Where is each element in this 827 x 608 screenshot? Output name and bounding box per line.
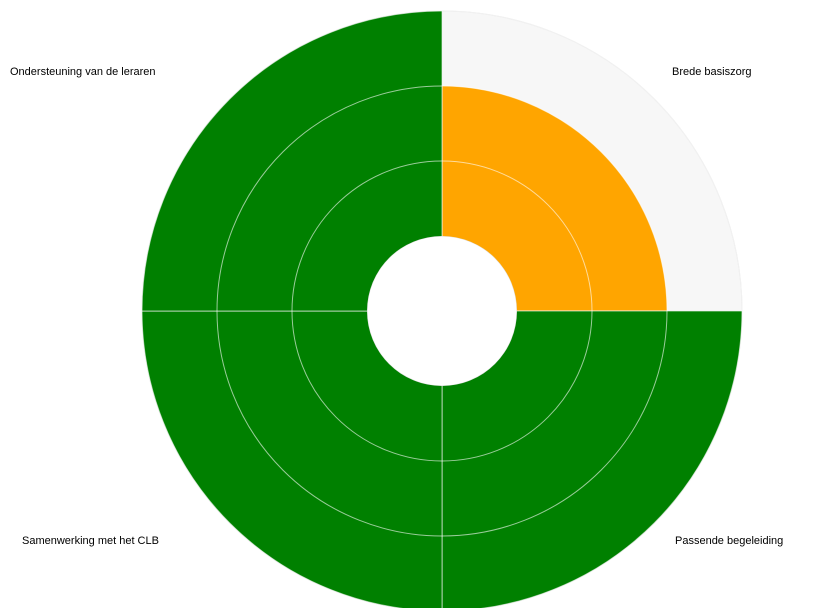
sector xyxy=(142,311,442,608)
sector xyxy=(442,311,742,608)
category-label: Passende begeleiding xyxy=(675,535,783,547)
category-label: Ondersteuning van de leraren xyxy=(10,66,156,78)
category-label: Samenwerking met het CLB xyxy=(22,535,159,547)
sector xyxy=(442,86,667,311)
sector xyxy=(142,11,442,311)
category-label: Brede basiszorg xyxy=(672,66,752,78)
